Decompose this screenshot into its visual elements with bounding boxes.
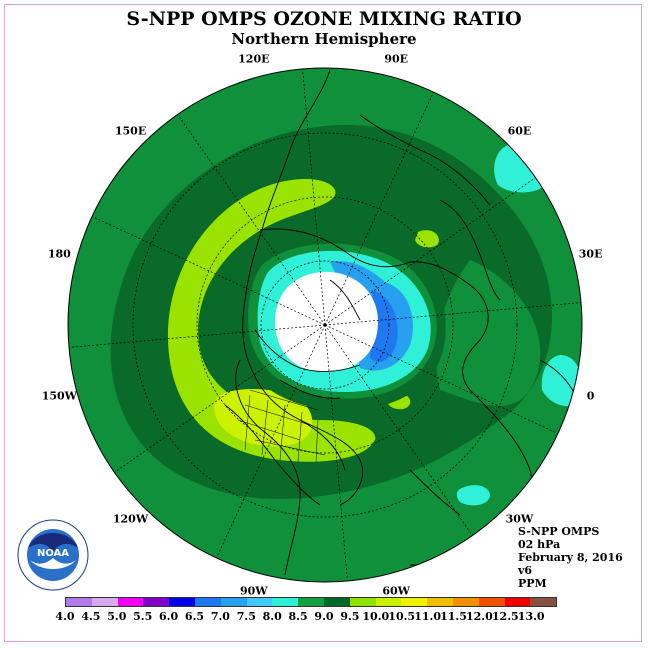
- longitude-label: 120E: [238, 52, 270, 66]
- page-title: S-NPP OMPS OZONE MIXING RATIO: [126, 8, 522, 30]
- longitude-label: 120W: [112, 512, 149, 526]
- longitude-label: 180: [47, 247, 71, 261]
- colorbar-cell: [427, 598, 453, 606]
- meridian-line: [324, 177, 536, 326]
- longitude-label: 60W: [382, 584, 411, 598]
- colorbar-cell: [246, 598, 273, 606]
- contour-9.5-10.0-b: [415, 230, 439, 248]
- meridian-line: [324, 302, 582, 326]
- colorbar-cell: [91, 598, 118, 606]
- longitude-label: 60E: [507, 124, 532, 138]
- info-level: 02 hPa: [518, 538, 561, 551]
- meridian-line: [324, 91, 434, 326]
- colorbar-tick-label: 8.5: [288, 610, 308, 623]
- colorbar-cell: [349, 598, 376, 606]
- meridian-line: [324, 324, 473, 536]
- meridian-line: [216, 324, 326, 559]
- colorbar-tick-label: 5.5: [133, 610, 153, 623]
- colorbar-tick-label: 11.5: [440, 610, 467, 623]
- contour-6.0-6.5: [370, 290, 398, 362]
- info-instrument: S-NPP OMPS: [518, 525, 600, 538]
- contour-7.5-edge-a: [494, 145, 546, 193]
- colorbar-cell: [530, 598, 557, 606]
- meridian-line: [302, 68, 326, 326]
- colorbar-tick-label: 4.5: [81, 610, 101, 623]
- colorbar-cell: [504, 598, 531, 606]
- polar-data-gap: [275, 271, 378, 372]
- noaa-logo: NOAA: [17, 519, 89, 591]
- coastlines: [224, 69, 576, 576]
- meridian-line: [68, 324, 326, 348]
- longitude-label: 150W: [41, 389, 78, 403]
- colorbar-tick-label: 13.0: [517, 610, 545, 623]
- colorbar-cell: [478, 598, 505, 606]
- colorbar-tick-label: 9.0: [314, 610, 334, 623]
- contour-7.5-edge-c: [456, 485, 490, 506]
- colorbar-cell: [143, 598, 170, 606]
- meridian-line: [114, 324, 326, 473]
- graticule: [68, 68, 582, 582]
- colorbar-cell: [401, 598, 428, 606]
- colorbar-tick-label: 4.0: [55, 610, 75, 623]
- colorbar-cell: [169, 598, 195, 606]
- longitude-label: 90W: [239, 584, 268, 598]
- longitude-label: 150E: [114, 124, 147, 138]
- info-units: PPM: [518, 577, 547, 590]
- info-version: v6: [518, 564, 533, 577]
- colorbar-cell: [375, 598, 402, 606]
- state-borders: [237, 389, 326, 463]
- colorbar-tick-label: 6.5: [184, 610, 205, 623]
- colorbar-tick-label: 7.5: [236, 610, 256, 623]
- colorbar-tick-label: 5.0: [107, 610, 127, 623]
- colorbar: [65, 597, 558, 607]
- colorbar-cell: [117, 598, 144, 606]
- map-border: [67, 67, 583, 583]
- meridian-line: [324, 324, 559, 434]
- colorbar-cell: [194, 598, 221, 606]
- meridian-line: [324, 324, 348, 582]
- colorbar-tick-label: 8.0: [262, 610, 282, 623]
- longitude-label: 30E: [578, 247, 603, 261]
- colorbar-cell: [66, 598, 92, 606]
- colorbar-cell: [272, 598, 299, 606]
- info-date: February 8, 2016: [518, 551, 623, 564]
- colorbar-tick-label: 7.0: [210, 610, 230, 623]
- colorbar-tick-label: 12.5: [491, 610, 519, 623]
- longitude-label: 30W: [505, 512, 534, 526]
- longitude-label: 0: [586, 389, 595, 403]
- colorbar-tick-label: 12.0: [465, 610, 493, 623]
- page-subtitle: Northern Hemisphere: [231, 30, 417, 48]
- colorbar-cell: [452, 598, 479, 606]
- contour-10.0-10.5: [214, 388, 313, 447]
- noaa-logo-text: NOAA: [37, 548, 69, 559]
- colorbar-cell: [220, 598, 247, 606]
- colorbar-tick-label: 10.5: [388, 610, 416, 623]
- colorbar-tick-label: 10.0: [362, 610, 390, 623]
- colorbar-tick-label: 6.0: [159, 610, 179, 623]
- info-panel: S-NPP OMPS 02 hPa February 8, 2016 v6 PP…: [518, 525, 623, 590]
- meridian-line: [91, 216, 326, 326]
- longitude-label: 90E: [384, 52, 409, 66]
- colorbar-tick-label: 9.5: [340, 610, 360, 623]
- meridian-line: [177, 114, 326, 326]
- contour-9.5-10.0: [167, 178, 376, 462]
- colorbar-cell: [323, 598, 350, 606]
- figure-frame: [4, 4, 642, 642]
- colorbar-cell: [298, 598, 324, 606]
- colorbar-tick-label: 11.0: [414, 610, 441, 623]
